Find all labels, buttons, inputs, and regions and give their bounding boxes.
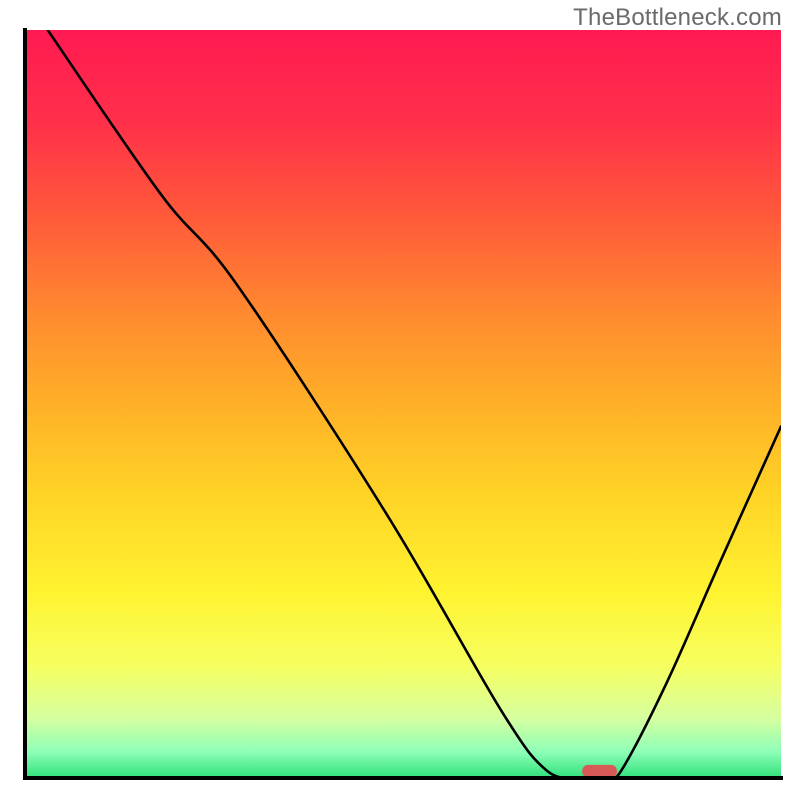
plot-background bbox=[25, 30, 781, 778]
watermark-text: TheBottleneck.com bbox=[573, 4, 782, 32]
chart-container: TheBottleneck.com bbox=[0, 0, 800, 800]
bottleneck-chart bbox=[0, 0, 800, 800]
optimum-marker bbox=[582, 765, 617, 778]
